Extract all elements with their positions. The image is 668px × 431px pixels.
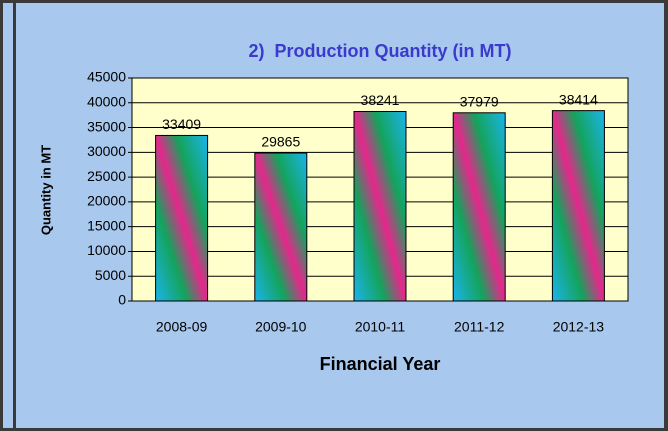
x-tick-label: 2008-09 [156,319,208,335]
bar [254,152,308,302]
x-tick-label: 2012-13 [553,319,605,335]
chart-title: 2) Production Quantity (in MT) [249,41,512,61]
data-label: 33409 [162,116,201,132]
x-tick-label: 2010-11 [355,319,406,335]
y-tick-label: 15000 [87,217,126,233]
y-tick-label: 25000 [87,168,126,184]
y-tick-label: 30000 [87,143,126,159]
y-tick-label: 0 [118,292,126,308]
bar [551,110,605,302]
data-label: 37979 [460,93,499,109]
y-tick-label: 5000 [95,267,126,283]
y-tick-label: 20000 [87,193,126,209]
data-label: 38241 [361,92,400,108]
y-tick-label: 45000 [87,69,126,85]
y-tick-label: 35000 [87,118,126,134]
data-label: 29865 [261,134,300,150]
y-tick-label: 10000 [87,242,126,258]
bar [452,112,506,302]
data-label: 38414 [559,91,598,107]
y-axis-title: Quantity in MT [38,145,53,235]
x-tick-label: 2009-10 [255,319,307,335]
bar [353,110,407,302]
x-tick-label: 2011-12 [454,319,505,335]
bar [155,134,209,302]
y-tick-label: 40000 [87,93,126,109]
side-panel [3,3,13,428]
x-axis-title: Financial Year [320,354,441,374]
